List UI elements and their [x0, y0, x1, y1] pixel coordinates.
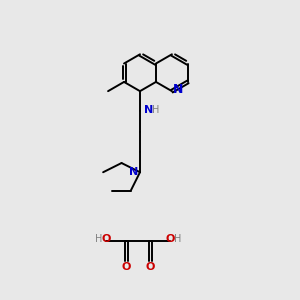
Text: O: O [101, 235, 111, 244]
Text: H: H [174, 235, 181, 244]
Text: H: H [152, 105, 159, 115]
Text: N: N [144, 105, 153, 115]
Text: O: O [122, 262, 131, 272]
Text: H: H [95, 235, 102, 244]
Text: O: O [146, 262, 155, 272]
Text: O: O [165, 235, 175, 244]
Text: N: N [173, 83, 184, 96]
Text: N: N [129, 167, 138, 177]
